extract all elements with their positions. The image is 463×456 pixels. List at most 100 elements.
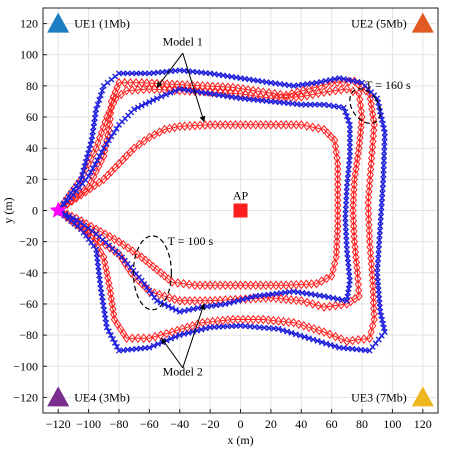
cross-marker	[313, 79, 320, 86]
diamond-marker	[186, 296, 194, 306]
diamond-marker	[252, 280, 260, 291]
cross-marker	[277, 81, 283, 88]
diamond-marker	[132, 77, 140, 88]
cross-marker	[172, 306, 179, 313]
diamond-marker	[364, 209, 373, 219]
cross-marker	[374, 260, 381, 267]
cross-marker	[172, 87, 179, 94]
diamond-marker	[312, 278, 321, 289]
diamond-marker	[234, 83, 242, 94]
cross-marker	[142, 70, 148, 77]
x-tick-label: 60	[326, 417, 338, 431]
cross-marker	[237, 75, 244, 82]
cross-marker	[87, 169, 94, 176]
cross-marker	[176, 332, 183, 339]
cross-marker	[323, 340, 330, 347]
diamond-marker	[134, 333, 142, 344]
diamond-marker	[331, 85, 340, 96]
diamond-marker	[191, 120, 199, 131]
diamond-marker	[350, 179, 358, 190]
diamond-marker	[244, 314, 252, 325]
model2-arrow-outer	[161, 337, 184, 369]
cross-marker	[375, 251, 382, 258]
diamond-marker	[326, 301, 334, 312]
cross-marker	[94, 157, 101, 164]
diamond-marker	[297, 91, 305, 102]
diamond-marker	[272, 280, 280, 291]
diamond-marker	[368, 147, 376, 158]
cross-marker	[302, 101, 309, 108]
trajectory-series	[54, 67, 388, 354]
diamond-marker	[350, 231, 358, 242]
cross-marker	[252, 293, 259, 300]
cross-marker	[83, 154, 90, 161]
diamond-marker	[112, 93, 120, 104]
diamond-marker	[119, 155, 127, 165]
diamond-marker	[343, 336, 351, 347]
diamond-marker	[262, 293, 270, 303]
cross-marker	[220, 72, 227, 79]
diamond-marker	[333, 236, 341, 247]
cross-marker	[102, 315, 109, 322]
cross-marker	[247, 323, 253, 330]
cross-marker	[380, 162, 387, 169]
diamond-marker	[128, 85, 136, 96]
diamond-marker	[331, 300, 340, 311]
diamond-marker	[271, 88, 279, 99]
cross-marker	[113, 343, 120, 350]
cross-marker	[346, 130, 353, 137]
diamond-marker	[254, 86, 262, 97]
diamond-marker	[358, 112, 366, 122]
cross-marker	[241, 75, 248, 82]
cross-marker	[378, 209, 385, 216]
diamond-marker	[138, 252, 146, 263]
diamond-marker	[337, 84, 345, 95]
diamond-marker	[151, 331, 159, 342]
cross-marker	[279, 327, 286, 334]
diamond-marker	[219, 82, 227, 92]
diamond-marker	[349, 216, 358, 226]
y-tick-label: 20	[26, 172, 38, 186]
diamond-marker	[106, 114, 114, 124]
axis-ticks: −120 −100 −80 −60 −40 −20 0 20 40 60 80 100 120−120−…	[13, 17, 432, 431]
diamond-marker	[292, 119, 300, 130]
diamond-marker	[349, 210, 357, 221]
cross-marker	[204, 303, 211, 310]
diamond-marker	[365, 186, 373, 197]
ue3-label: UE3 (7Mb)	[351, 390, 407, 404]
cross-marker	[220, 92, 227, 99]
diamond-marker	[107, 166, 115, 177]
cross-marker	[381, 129, 388, 136]
cross-marker	[85, 173, 92, 180]
cross-marker	[244, 295, 251, 302]
cross-marker	[115, 347, 122, 354]
cross-marker	[198, 89, 205, 96]
cross-marker	[98, 289, 105, 296]
diamond-marker	[369, 136, 377, 147]
cross-marker	[96, 96, 103, 103]
cross-marker	[115, 70, 122, 77]
diamond-marker	[269, 315, 278, 326]
diamond-marker	[367, 259, 375, 269]
cross-marker	[91, 115, 98, 122]
diamond-marker	[168, 327, 176, 337]
cross-marker	[343, 113, 350, 120]
cross-marker	[301, 333, 308, 340]
x-tick-label: −120	[46, 417, 71, 431]
diamond-marker	[201, 120, 209, 130]
model1-arrow-outer	[156, 52, 184, 88]
y-tick-label: 40	[26, 141, 38, 155]
cross-marker	[380, 181, 386, 188]
cross-marker	[327, 341, 334, 348]
y-tick-label: 100	[20, 48, 38, 62]
diamond-marker	[284, 317, 293, 327]
cross-marker	[80, 167, 87, 174]
diamond-marker	[347, 296, 355, 307]
diamond-marker	[201, 280, 209, 291]
cross-marker	[377, 218, 384, 225]
cross-marker	[228, 94, 235, 101]
cross-marker	[128, 70, 135, 77]
diamond-marker	[145, 84, 153, 94]
cross-marker	[213, 302, 220, 309]
cross-marker	[376, 241, 383, 248]
